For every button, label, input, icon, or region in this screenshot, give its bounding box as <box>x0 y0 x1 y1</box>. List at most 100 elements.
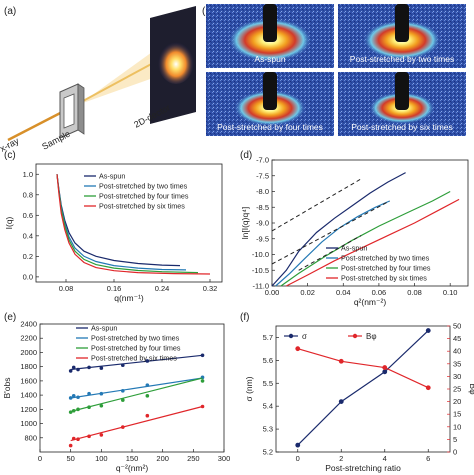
legend-label: Post-stretched by four times <box>341 264 431 273</box>
fit-line <box>70 354 203 371</box>
y-right-tick-label: 40 <box>453 347 461 356</box>
x-tick-label: 0.06 <box>372 288 387 297</box>
saxs-image: As-spun <box>206 4 334 68</box>
y-tick-label: 5.6 <box>263 356 273 365</box>
saxs-caption: As-spun <box>254 54 285 64</box>
y-right-tick-label: 30 <box>453 372 461 381</box>
legend-label: Post-stretched by six times <box>99 202 185 211</box>
x-tick-label: 6 <box>426 454 430 463</box>
y-tick-label: 0.2 <box>23 252 33 261</box>
panel-d-label: (d) <box>240 150 252 161</box>
data-point <box>295 346 301 352</box>
data-point <box>121 398 125 402</box>
fit-line <box>271 178 362 232</box>
y-tick-label: 1000 <box>20 419 37 428</box>
y-tick-label: -11.0 <box>252 282 269 291</box>
fit-line <box>70 377 203 399</box>
data-point <box>99 433 104 437</box>
data-point <box>87 391 91 396</box>
y-right-tick-label: 0 <box>453 448 457 457</box>
x-tick-label: 0.08 <box>407 288 422 297</box>
y-tick-label: -10.5 <box>252 266 269 275</box>
y-tick-label: 0.4 <box>23 231 33 240</box>
y-axis-label: I(q) <box>4 216 14 229</box>
x-tick-label: 0.00 <box>265 288 280 297</box>
panel-c-label: (c) <box>4 150 16 161</box>
x-tick-label: 4 <box>383 454 387 463</box>
panel-e: (e) 0 50 100 150 200 250 300 800 1000 1200 1400 160… <box>2 312 230 473</box>
x-tick-label: 0 <box>38 454 42 463</box>
series-line <box>297 348 429 389</box>
y-tick-label: 5.3 <box>263 425 273 434</box>
data-point <box>71 408 76 413</box>
data-point <box>99 391 104 396</box>
data-point <box>145 413 150 418</box>
data-point <box>99 403 104 408</box>
y-tick-label: 0.6 <box>23 211 33 220</box>
plot-frame <box>35 163 223 283</box>
x-tick-label: 50 <box>66 454 74 463</box>
data-point <box>425 328 431 333</box>
series-line <box>297 330 429 446</box>
fit-line <box>298 235 362 271</box>
legend-marker <box>288 333 294 339</box>
data-point <box>338 399 344 404</box>
y-tick-label: -7.0 <box>256 156 269 165</box>
y-right-axis-label: Bφ <box>468 383 474 395</box>
data-point <box>76 407 80 412</box>
sample-label: Sample <box>40 129 72 152</box>
y-right-tick-label: 45 <box>453 334 461 343</box>
y-tick-label: -9.5 <box>256 234 269 243</box>
legend-label: σ <box>302 332 307 341</box>
y-tick-label: -8.5 <box>256 203 269 212</box>
data-point <box>71 365 76 370</box>
fit-line <box>70 405 203 442</box>
x-tick-label: 0.08 <box>59 284 74 293</box>
fit-line <box>271 200 390 265</box>
series-line <box>286 198 460 287</box>
series-line <box>275 200 390 287</box>
x-axis-label: q(nm⁻¹) <box>114 293 144 303</box>
data-point <box>145 394 150 398</box>
saxs-image: Post-stretched by four times <box>206 72 334 136</box>
data-point <box>68 410 73 414</box>
data-point <box>99 366 104 370</box>
panel-a: (a) x-ray Sample 2D-dector <box>0 6 196 154</box>
y-tick-label: 5.4 <box>263 402 273 411</box>
fit-line <box>70 377 203 413</box>
y-tick-label: 5.7 <box>263 333 273 342</box>
saxs-image: Post-stretched by six times <box>338 72 466 136</box>
y-tick-label: -8.0 <box>256 187 269 196</box>
data-point <box>121 389 125 393</box>
y-tick-label: -10.0 <box>252 250 269 259</box>
legend-label: Post-stretched by four times <box>91 344 181 353</box>
y-tick-label: 5.5 <box>263 379 273 388</box>
data-point <box>87 365 91 370</box>
data-point <box>200 353 205 358</box>
y-right-tick-label: 15 <box>453 410 461 419</box>
x-tick-label: 200 <box>156 454 169 463</box>
x-tick-label: 0.04 <box>336 288 351 297</box>
legend-label: Post-stretched by six times <box>91 354 177 363</box>
y-tick-label: 1800 <box>20 362 37 371</box>
x-axis-label: q⁻²(nm²) <box>116 463 149 473</box>
saxs-caption: Post-stretched by four times <box>217 122 323 132</box>
data-point <box>87 405 91 410</box>
panel-a-label: (a) <box>4 6 16 17</box>
x-tick-label: 0.32 <box>203 284 218 293</box>
y-tick-label: 1600 <box>20 376 37 385</box>
y-tick-label: 0.8 <box>23 190 33 199</box>
data-point <box>121 363 125 368</box>
legend-label: As-spun <box>99 172 125 181</box>
data-point <box>121 425 125 429</box>
data-point <box>71 436 76 441</box>
data-point <box>295 442 301 448</box>
x-tick-label: 100 <box>95 454 108 463</box>
data-point <box>200 404 205 409</box>
legend-marker <box>352 333 358 339</box>
beamstop <box>263 4 277 42</box>
beamstop <box>395 4 409 42</box>
data-point <box>76 437 80 442</box>
y-right-tick-label: 20 <box>453 397 461 406</box>
